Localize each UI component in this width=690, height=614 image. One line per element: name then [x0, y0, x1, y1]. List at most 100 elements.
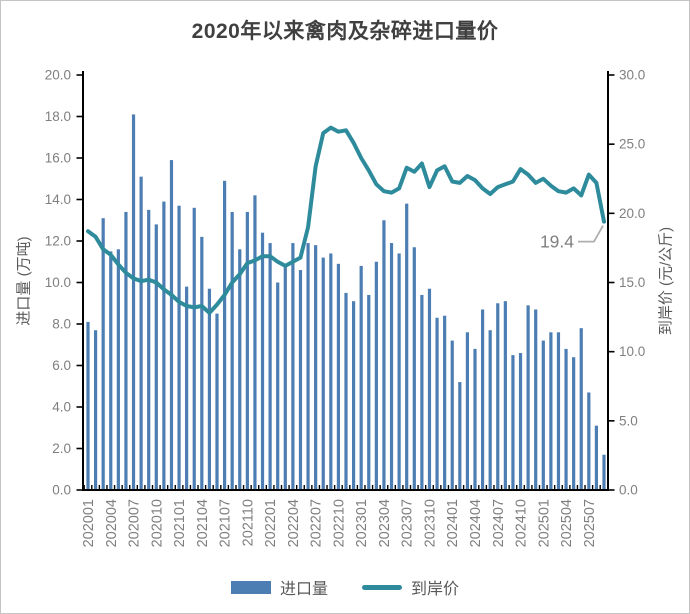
volume-bar — [496, 303, 500, 490]
volume-bar — [306, 243, 310, 490]
right-axis-tick-label: 30.0 — [619, 68, 645, 83]
left-axis-tick-label: 16.0 — [45, 151, 71, 166]
left-axis-tick-label: 14.0 — [45, 192, 71, 207]
volume-bar — [450, 340, 454, 490]
volume-bar — [405, 203, 409, 490]
x-axis-tick-label: 202207 — [309, 499, 325, 547]
right-axis-tick-label: 15.0 — [619, 275, 645, 290]
volume-bar — [435, 317, 439, 490]
x-axis-tick-label: 202004 — [104, 499, 120, 547]
price-line — [86, 125, 606, 315]
x-axis-tick-label: 202410 — [514, 499, 530, 547]
volume-bar — [109, 251, 113, 490]
left-axis-tick-label: 6.0 — [52, 358, 71, 373]
volume-bar — [549, 332, 553, 490]
volume-bar — [162, 201, 166, 490]
volume-bar — [374, 261, 378, 490]
volume-bar — [314, 245, 318, 490]
legend-bar-label: 进口量 — [279, 581, 328, 598]
volume-bar — [200, 236, 204, 490]
volume-bar — [488, 330, 492, 490]
right-axis-tick-label: 5.0 — [619, 413, 638, 428]
x-axis-tick-label: 202310 — [422, 499, 438, 547]
volume-bar — [329, 253, 333, 490]
volume-bar — [298, 270, 303, 490]
x-axis-tick-label: 202501 — [536, 499, 552, 547]
x-axis-tick-label: 202401 — [445, 499, 461, 547]
x-axis-tick-label: 202010 — [149, 499, 165, 547]
legend-line-swatch — [362, 584, 402, 590]
x-axis-tick-label: 202104 — [195, 499, 211, 547]
volume-bar — [169, 160, 174, 490]
volume-bar — [579, 328, 583, 490]
right-axis-tick-label: 10.0 — [619, 344, 645, 359]
x-axis-tick-label: 202504 — [559, 499, 575, 547]
volume-bar — [147, 209, 151, 490]
volume-bar — [382, 220, 386, 490]
volume-bar — [389, 243, 394, 490]
x-axis-tick-label: 202101 — [172, 499, 188, 547]
volume-bar — [139, 176, 143, 491]
volume-bar — [185, 286, 189, 490]
volume-bar — [351, 301, 356, 490]
volume-bar — [268, 243, 272, 490]
legend-line-label: 到岸价 — [411, 581, 460, 598]
volume-bar — [283, 263, 287, 490]
volume-bar — [359, 265, 363, 490]
right-axis-tick-label: 20.0 — [619, 206, 645, 221]
left-axis-tick-label: 18.0 — [45, 109, 71, 124]
volume-bar — [245, 211, 249, 490]
volume-bar — [367, 294, 371, 490]
legend-bar-swatch — [230, 580, 271, 594]
volume-bar — [564, 348, 568, 490]
volume-bar — [526, 305, 530, 490]
x-axis-tick-label: 202304 — [377, 499, 393, 547]
volume-bar — [93, 330, 98, 490]
annotation-label: 19.4 — [540, 232, 574, 252]
left-axis-tick-label: 10.0 — [45, 275, 71, 290]
volume-bar — [473, 348, 477, 490]
volume-bar — [154, 224, 158, 490]
volume-bar — [321, 257, 325, 490]
annotation-leader-line — [578, 225, 604, 243]
volume-bar — [291, 243, 295, 490]
volume-bar — [465, 332, 470, 490]
volume-bar — [480, 309, 485, 490]
volume-bar — [572, 357, 576, 490]
volume-bar — [101, 218, 105, 491]
volume-bar — [336, 263, 341, 490]
x-axis-tick-label: 202001 — [81, 499, 97, 547]
volume-bar — [177, 205, 181, 490]
volume-bar — [397, 253, 401, 490]
x-axis-tick-label: 202007 — [127, 499, 143, 547]
volume-bar — [222, 180, 227, 490]
volume-bar — [131, 114, 136, 491]
x-axis-tick-label: 202110 — [240, 499, 256, 546]
volume-bar — [458, 382, 462, 490]
volume-bar — [602, 454, 606, 490]
left-axis-tick-label: 20.0 — [45, 68, 71, 83]
x-axis-tick-label: 202307 — [400, 499, 416, 547]
volume-bar — [116, 249, 120, 490]
legend: 进口量 到岸价 — [1, 575, 689, 599]
volume-bar — [260, 232, 265, 490]
volume-bar — [215, 313, 219, 490]
left-axis-tick-label: 8.0 — [52, 317, 71, 332]
volume-bar — [503, 301, 507, 490]
x-axis-tick-label: 202301 — [354, 499, 370, 547]
right-axis-tick-label: 25.0 — [619, 137, 645, 152]
volume-bar — [344, 292, 348, 490]
volume-bar — [518, 353, 523, 490]
left-axis-tick-label: 2.0 — [52, 441, 71, 456]
volume-bar — [230, 211, 234, 490]
x-axis-tick-label: 202201 — [263, 499, 279, 547]
volume-bar — [276, 282, 280, 490]
volume-bar — [238, 249, 242, 490]
volume-bar — [253, 195, 257, 490]
chart-title: 2020年以来禽肉及杂碎进口量价 — [191, 20, 499, 43]
volume-bar — [192, 207, 196, 491]
volume-bar — [427, 288, 432, 490]
volume-bar — [412, 247, 416, 490]
